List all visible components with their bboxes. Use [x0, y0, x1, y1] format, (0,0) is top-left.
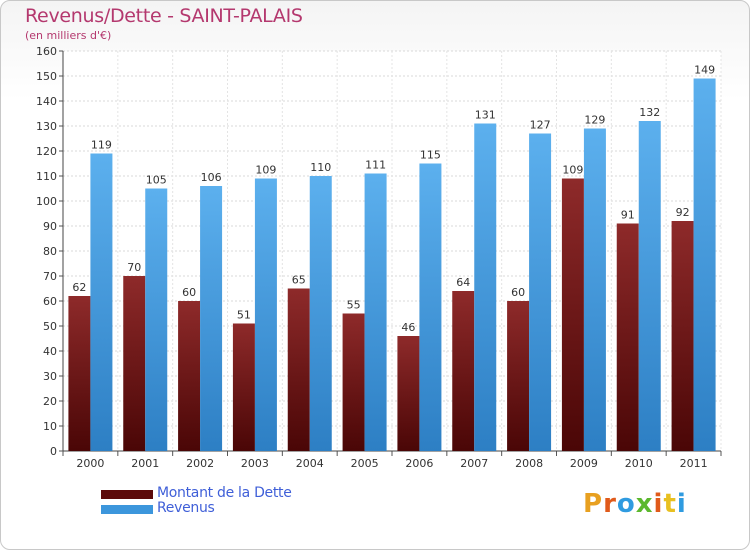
revenus-bar — [693, 78, 716, 451]
y-tick-label: 20 — [43, 395, 57, 408]
data-label: 106 — [201, 171, 222, 184]
x-tick-label: 2006 — [405, 457, 433, 470]
data-label: 132 — [639, 106, 660, 119]
data-label: 111 — [365, 159, 386, 172]
data-label: 91 — [621, 209, 635, 222]
revenus-bar — [364, 173, 387, 451]
data-label: 62 — [72, 281, 86, 294]
labels-layer: 0 10 20 30 40 50 60 70 80 90 100 110 120 130 140 150 160… — [36, 45, 715, 470]
revenus-bar — [309, 176, 332, 451]
revenus-bar — [638, 121, 661, 451]
dette-bar — [123, 276, 146, 451]
dette-bar — [397, 336, 420, 451]
x-tick-label: 2007 — [460, 457, 488, 470]
y-tick-label: 40 — [43, 345, 57, 358]
x-tick-label: 2009 — [570, 457, 598, 470]
x-tick-label: 2000 — [76, 457, 104, 470]
y-tick-label: 80 — [43, 245, 57, 258]
logo-letter: i — [676, 489, 687, 519]
y-tick-label: 140 — [36, 95, 57, 108]
bars-layer — [68, 78, 716, 451]
y-tick-label: 130 — [36, 120, 57, 133]
legend-label-dette: Montant de la Dette — [157, 485, 292, 501]
grid-layer — [59, 50, 722, 456]
data-label: 105 — [146, 174, 167, 187]
x-tick-label: 2002 — [186, 457, 214, 470]
x-tick-label: 2003 — [241, 457, 269, 470]
y-tick-label: 120 — [36, 145, 57, 158]
x-tick-label: 2005 — [351, 457, 379, 470]
chart-title: Revenus/Dette - SAINT-PALAIS — [25, 5, 303, 27]
data-label: 149 — [694, 64, 715, 77]
revenus-bar — [254, 178, 277, 451]
y-tick-label: 60 — [43, 295, 57, 308]
chart-subtitle: (en milliers d'€) — [25, 29, 112, 42]
dette-bar — [452, 291, 475, 451]
data-label: 129 — [584, 114, 605, 127]
logo-letter: P — [583, 489, 604, 519]
dette-bar — [287, 288, 310, 451]
x-tick-label: 2010 — [625, 457, 653, 470]
revenus-bar — [200, 186, 223, 451]
data-label: 70 — [127, 261, 141, 274]
revenus-bar — [583, 128, 606, 451]
data-label: 46 — [401, 321, 415, 334]
y-tick-label: 70 — [43, 270, 57, 283]
logo-letter: o — [616, 489, 636, 519]
y-tick-label: 10 — [43, 420, 57, 433]
y-tick-label: 30 — [43, 370, 57, 383]
dette-bar — [671, 221, 694, 451]
dette-bar — [507, 301, 530, 451]
revenus-bar — [529, 133, 552, 451]
y-tick-label: 160 — [36, 45, 57, 58]
logo-letter: i — [653, 489, 664, 519]
logo-letter: x — [635, 489, 654, 519]
y-tick-label: 0 — [50, 445, 57, 458]
legend-swatch-dette — [101, 490, 153, 499]
data-label: 92 — [676, 206, 690, 219]
legend-swatch-revenus — [101, 505, 153, 514]
logo-letter: r — [603, 489, 617, 519]
data-label: 64 — [456, 276, 470, 289]
x-tick-label: 2011 — [680, 457, 708, 470]
y-tick-label: 150 — [36, 70, 57, 83]
data-label: 109 — [255, 164, 276, 177]
dette-bar — [68, 296, 91, 451]
dette-bar — [178, 301, 201, 451]
x-tick-label: 2001 — [131, 457, 159, 470]
revenus-bar — [474, 123, 497, 451]
data-label: 131 — [475, 109, 496, 122]
revenus-bar — [419, 163, 442, 451]
data-label: 65 — [292, 274, 306, 287]
y-tick-label: 90 — [43, 220, 57, 233]
y-tick-label: 110 — [36, 170, 57, 183]
data-label: 60 — [511, 286, 525, 299]
revenus-bar — [90, 153, 113, 451]
data-label: 110 — [310, 161, 331, 174]
revenus-bar — [145, 188, 168, 451]
x-tick-label: 2008 — [515, 457, 543, 470]
data-label: 119 — [91, 139, 112, 152]
data-label: 51 — [237, 309, 251, 322]
y-tick-label: 50 — [43, 320, 57, 333]
data-label: 127 — [530, 119, 551, 132]
legend-label-revenus: Revenus — [157, 500, 215, 516]
x-tick-label: 2004 — [296, 457, 324, 470]
data-label: 55 — [347, 299, 361, 312]
dette-bar — [561, 178, 584, 451]
logo-letter: t — [663, 489, 677, 519]
proxiti-logo: Proxiti — [583, 489, 687, 519]
dette-bar — [616, 223, 639, 451]
dette-bar — [232, 323, 255, 451]
y-tick-label: 100 — [36, 195, 57, 208]
dette-bar — [342, 313, 365, 451]
data-label: 109 — [562, 164, 583, 177]
data-label: 60 — [182, 286, 196, 299]
data-label: 115 — [420, 149, 441, 162]
